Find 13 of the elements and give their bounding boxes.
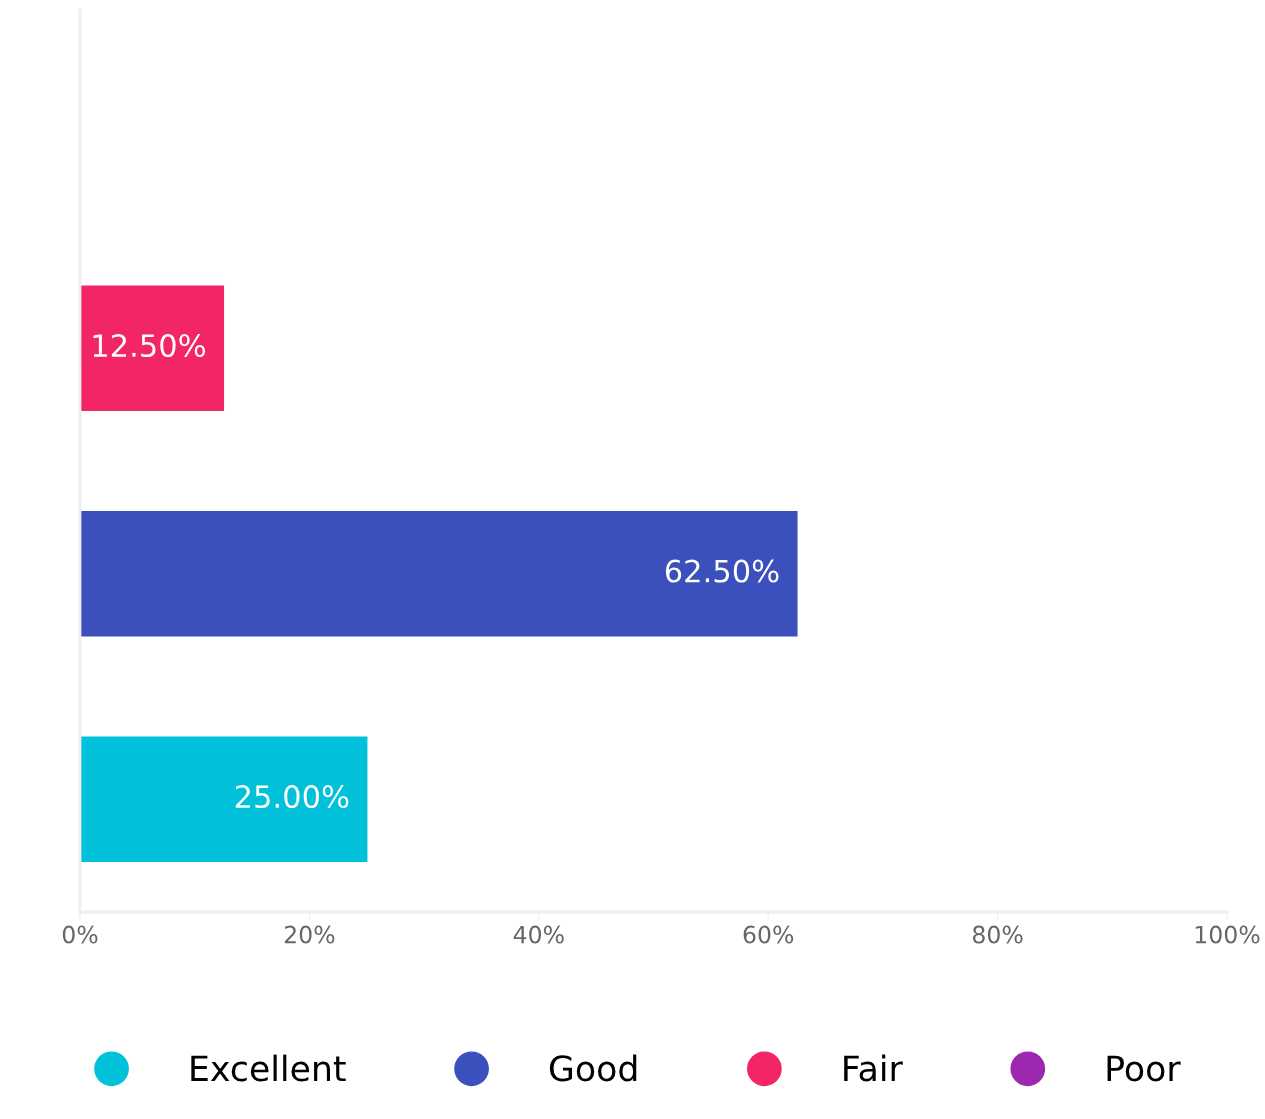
legend-label: Poor	[1107, 1055, 1181, 1082]
x-tick-label: 80%	[972, 925, 1023, 944]
legend-label: Good	[549, 1054, 637, 1082]
legend-label: Fair	[844, 1054, 903, 1082]
x-tick-label: 100%	[1195, 925, 1260, 944]
x-tick-label: 60%	[743, 925, 794, 944]
data-label: 12.50%	[93, 334, 206, 358]
x-tick-label: 0%	[62, 925, 98, 944]
x-tick-label: 20%	[284, 925, 335, 944]
data-label: 62.50%	[665, 559, 779, 583]
legend-label: Excellent	[191, 1054, 346, 1082]
data-label: 25.00%	[235, 785, 349, 809]
x-tick-label: 40%	[513, 925, 564, 944]
